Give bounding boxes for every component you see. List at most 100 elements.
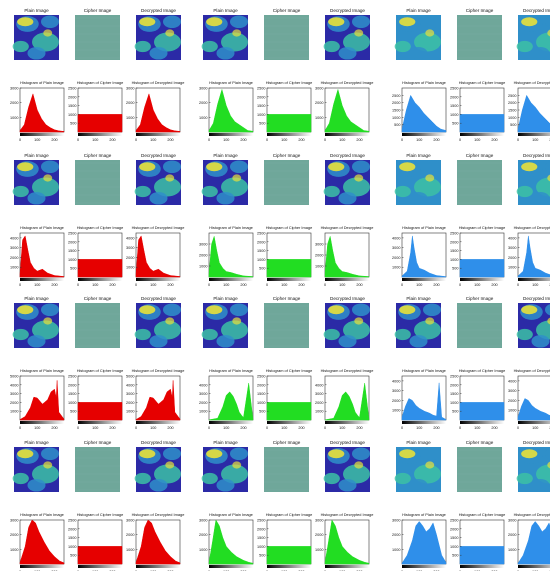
- intensity-colorbar: [209, 421, 253, 424]
- cipher-image-title: Cipher Image: [466, 8, 494, 13]
- terrain-region: [423, 303, 441, 317]
- y-tick-label: 500: [259, 267, 265, 271]
- y-tick-label: 3000: [10, 246, 18, 250]
- hist-plain-title: Histogram of Plain Image: [209, 512, 253, 517]
- terrain-region: [343, 32, 370, 52]
- terrain-highlight: [17, 449, 34, 459]
- y-tick-label: 5000: [126, 375, 134, 379]
- terrain-highlight: [425, 174, 435, 182]
- cipher-image: [75, 160, 120, 205]
- y-tick-label: 2000: [10, 256, 18, 260]
- plain-image: [394, 160, 441, 205]
- intensity-colorbar: [78, 421, 122, 424]
- y-tick-label: 3000: [392, 389, 400, 393]
- hist-decrypted-title: Histogram of Decrypted Image: [514, 80, 550, 85]
- decrypted-image: [516, 160, 550, 205]
- x-tick-label: 100: [34, 283, 40, 287]
- y-tick-label: 4000: [392, 379, 400, 383]
- histogram-area: [77, 114, 123, 133]
- x-tick-label: 100: [281, 426, 287, 430]
- histogram-plain: 1000 2000 3000 4000 0 100 200: [199, 375, 254, 430]
- hist-plain-title: Histogram of Plain Image: [402, 368, 446, 373]
- y-tick-label: 1000: [392, 409, 400, 413]
- y-tick-label: 2500: [508, 94, 516, 98]
- terrain-region: [230, 303, 248, 317]
- histogram-decrypted: 1000 2000 3000 4000 0 100 200: [126, 232, 181, 287]
- terrain-region: [352, 303, 370, 317]
- terrain-region: [545, 161, 550, 173]
- terrain-region: [531, 478, 550, 492]
- hist-cipher-title: Histogram of Cipher Image: [266, 80, 313, 85]
- x-tick-label: 0: [19, 426, 21, 430]
- y-tick-label: 1000: [508, 548, 516, 552]
- cipher-image-title: Cipher Image: [273, 153, 301, 158]
- x-tick-label: 0: [459, 426, 461, 430]
- x-tick-label: 100: [150, 283, 156, 287]
- x-tick-label: 0: [135, 283, 137, 287]
- terrain-highlight: [139, 162, 156, 172]
- cipher-image-title: Cipher Image: [84, 8, 112, 13]
- x-tick-label: 200: [167, 283, 173, 287]
- y-tick-label: 1000: [315, 410, 323, 414]
- plain-image-title: Plain Image: [406, 8, 431, 13]
- plain-image: [201, 15, 248, 60]
- decrypted-image-title: Decrypted Image: [141, 296, 176, 301]
- terrain-region: [134, 40, 151, 53]
- hist-plain-title: Histogram of Plain Image: [402, 512, 446, 517]
- x-tick-label: 0: [135, 426, 137, 430]
- terrain-highlight: [165, 174, 175, 182]
- y-tick-label: 3000: [508, 389, 516, 393]
- histogram-area: [459, 259, 505, 278]
- y-tick-label: 1500: [68, 249, 76, 253]
- y-tick-label: 1500: [450, 536, 458, 540]
- y-tick-label: 3000: [199, 519, 207, 523]
- y-tick-label: 1000: [199, 410, 207, 414]
- noise-field: [264, 447, 309, 492]
- decrypted-image-title: Decrypted Image: [330, 296, 365, 301]
- hist-plain-title: Histogram of Plain Image: [20, 225, 64, 230]
- y-tick-label: 2000: [68, 95, 76, 99]
- y-tick-label: 4000: [126, 236, 134, 240]
- terrain-region: [545, 16, 550, 28]
- cipher-image-title: Cipher Image: [466, 153, 494, 158]
- cipher-image: [457, 15, 502, 60]
- x-tick-label: 100: [92, 138, 98, 142]
- y-tick-label: 2500: [68, 375, 76, 379]
- x-tick-label: 0: [135, 138, 137, 142]
- terrain-highlight: [521, 305, 538, 315]
- x-tick-label: 200: [109, 138, 115, 142]
- intensity-colorbar: [20, 278, 64, 281]
- x-tick-label: 200: [51, 283, 57, 287]
- terrain-highlight: [206, 162, 223, 172]
- y-tick-label: 2000: [10, 533, 18, 537]
- y-tick-label: 1000: [10, 410, 18, 414]
- terrain-region: [394, 328, 411, 341]
- intensity-colorbar: [267, 565, 311, 568]
- x-tick-label: 0: [517, 283, 519, 287]
- x-tick-label: 200: [298, 426, 304, 430]
- intensity-colorbar: [78, 278, 122, 281]
- terrain-highlight: [139, 449, 156, 459]
- x-tick-label: 200: [109, 283, 115, 287]
- terrain-region: [32, 464, 59, 484]
- histogram-decrypted: 1000 2000 3000 0 100 200: [315, 232, 370, 287]
- hist-plain-title: Histogram of Plain Image: [209, 80, 253, 85]
- terrain-region: [230, 15, 248, 29]
- terrain-region: [41, 15, 59, 29]
- histogram-area: [517, 94, 550, 133]
- terrain-highlight: [206, 17, 223, 27]
- decrypted-image: [323, 15, 370, 60]
- terrain-region: [134, 328, 151, 341]
- terrain-highlight: [425, 29, 435, 37]
- y-tick-label: 500: [259, 554, 265, 558]
- terrain-highlight: [232, 29, 242, 37]
- hist-decrypted-title: Histogram of Decrypted Image: [321, 80, 374, 85]
- intensity-colorbar: [136, 278, 180, 281]
- x-tick-label: 200: [356, 426, 362, 430]
- plain-image: [12, 160, 59, 205]
